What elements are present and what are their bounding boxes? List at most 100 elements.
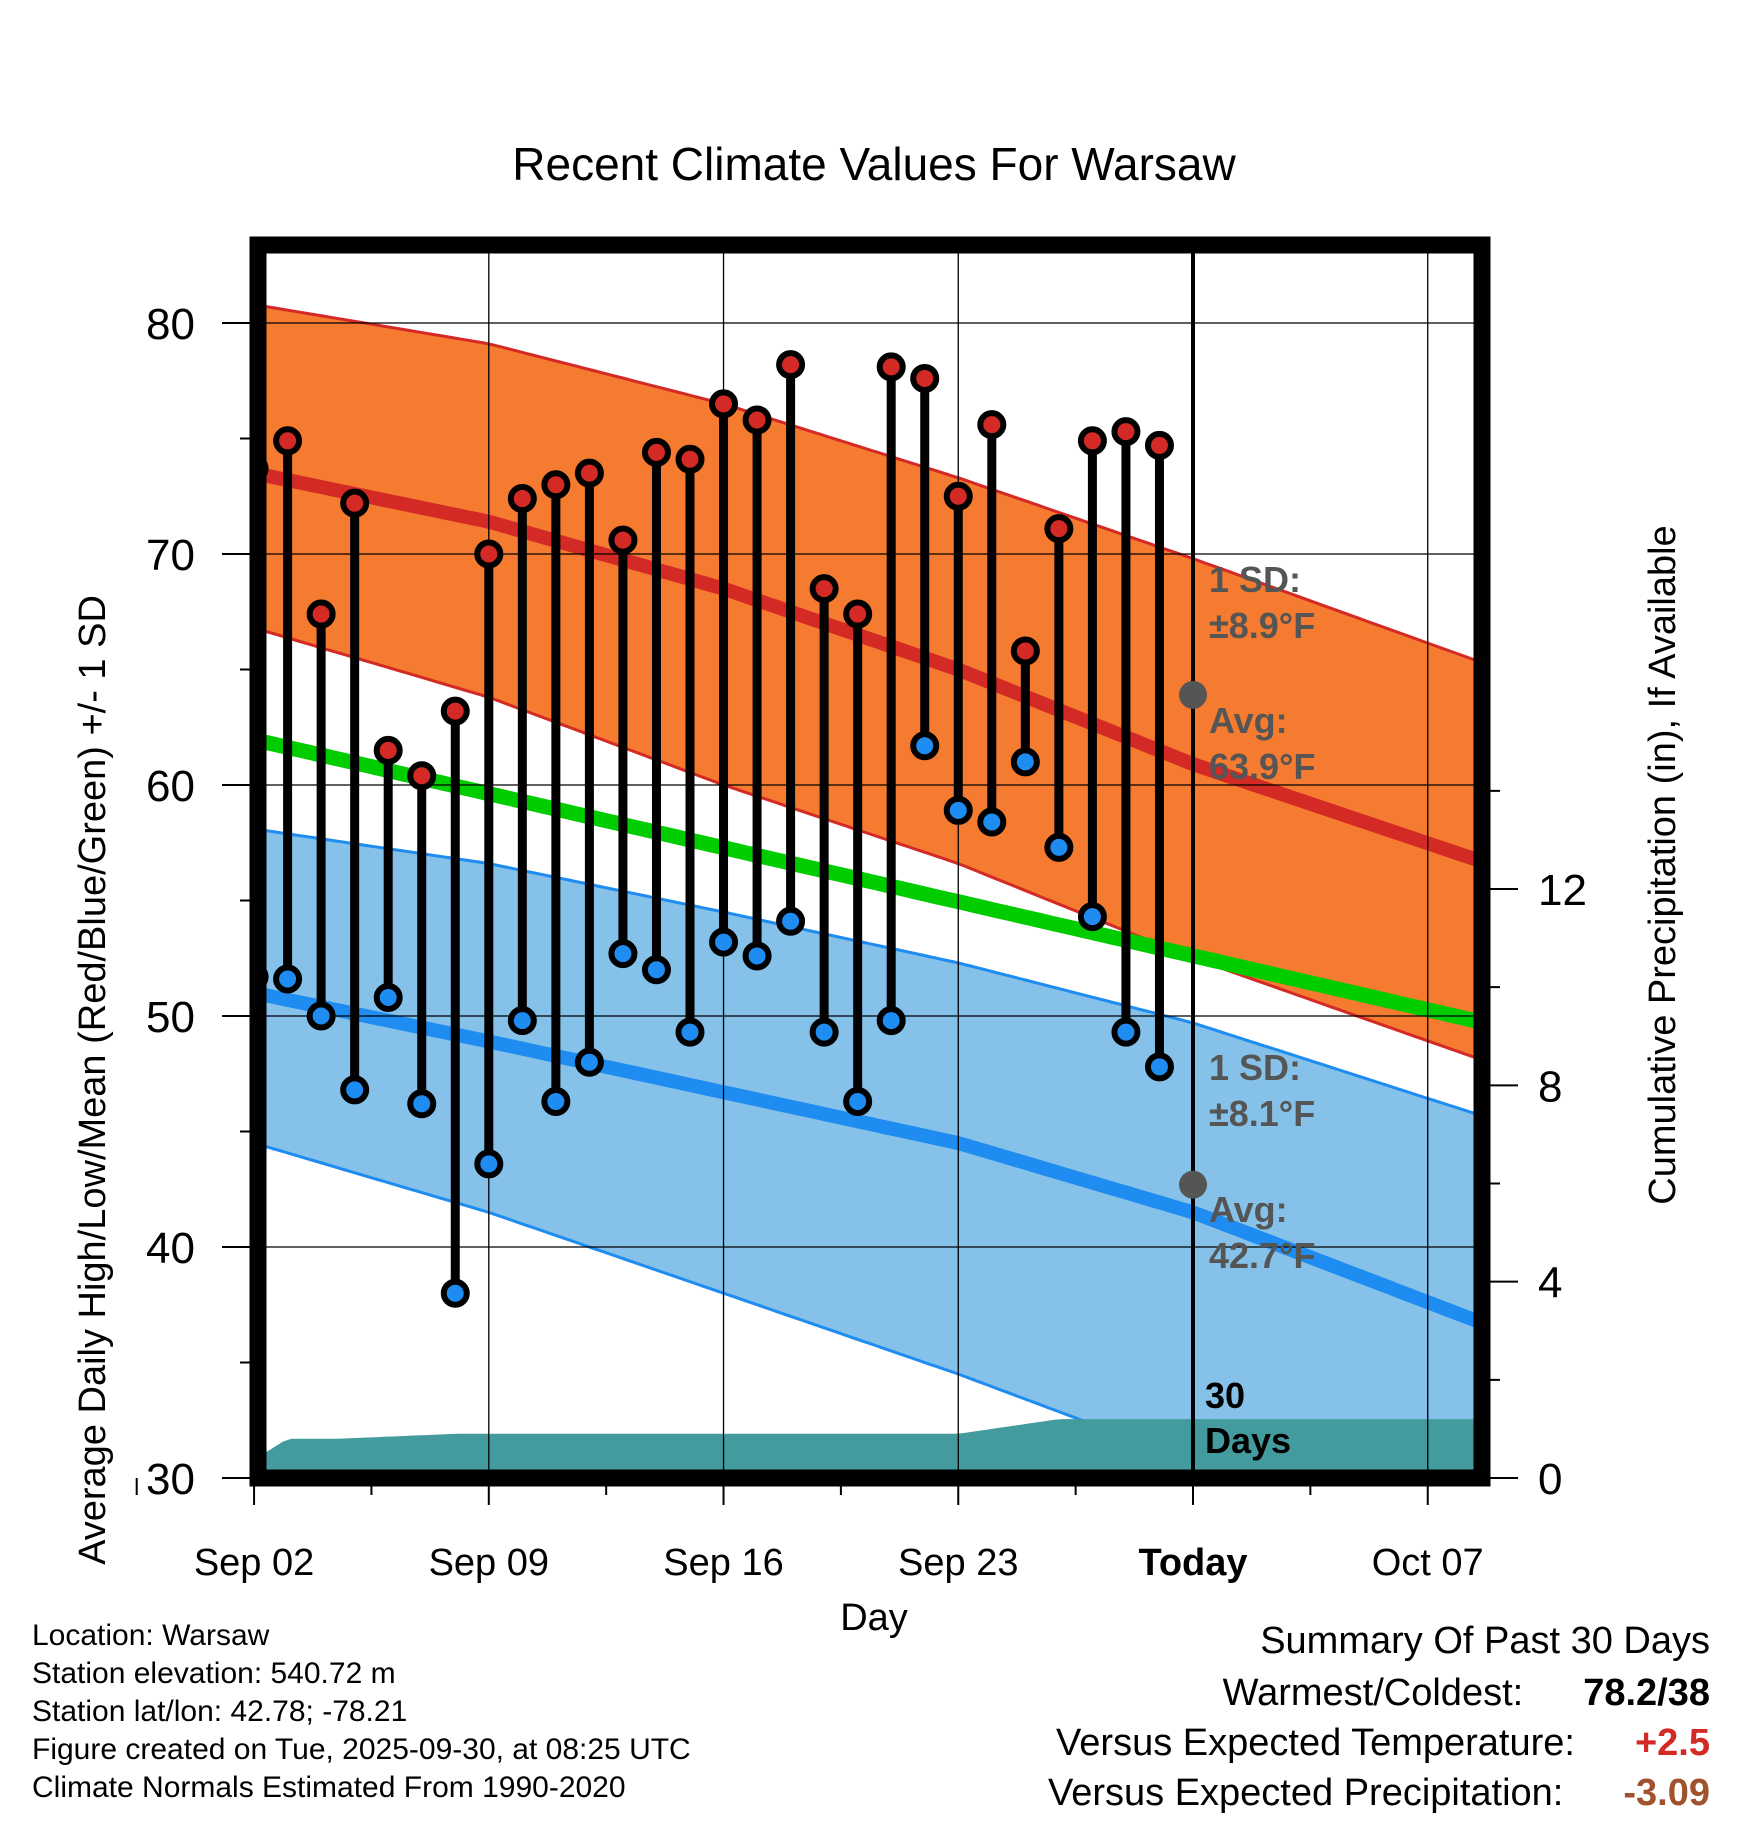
daily-high-point <box>541 470 571 500</box>
low-sd-label: 1 SD: <box>1209 1047 1301 1088</box>
plot-clipped-group: 1 SD: ±8.9°F Avg: 63.9°F 1 SD: ±8.1°F Avg: 42.7… <box>176 245 1482 1474</box>
daily-high-point <box>1111 417 1141 447</box>
daily-high-point <box>1010 636 1040 666</box>
daily-high-point <box>507 484 537 514</box>
daily-high-point <box>209 494 232 517</box>
footer-normals: Climate Normals Estimated From 1990-2020 <box>32 1771 626 1804</box>
x-tick-label: Sep 02 <box>194 1542 314 1584</box>
daily-high-point <box>1077 426 1107 456</box>
high-avg-value: 63.9°F <box>1209 746 1315 787</box>
left-tick-label: 30 <box>146 1455 195 1504</box>
summary-title: Summary Of Past 30 Days <box>1260 1620 1710 1662</box>
daily-low-point <box>1010 747 1040 777</box>
daily-high-point <box>474 539 504 569</box>
daily-high-point <box>709 389 739 419</box>
normal-low-upper-edge <box>258 828 1482 1118</box>
daily-high-point <box>675 444 705 474</box>
footer-created: Figure created on Tue, 2025-09-30, at 08… <box>32 1733 691 1766</box>
daily-high-point <box>407 761 437 791</box>
daily-low-point <box>574 1047 604 1077</box>
daily-low-point <box>675 1017 705 1047</box>
normal-high-upper-edge <box>258 303 1482 665</box>
daily-high-point <box>373 735 403 765</box>
normal-low-lower-edge <box>258 1142 1246 1474</box>
daily-low-point <box>541 1086 571 1116</box>
low-avg-label: Avg: <box>1209 1189 1288 1230</box>
low-avg-value: 42.7°F <box>1209 1235 1315 1276</box>
daily-high-point <box>776 350 806 380</box>
summary-warm-cold-label: Warmest/Coldest: <box>1222 1672 1524 1714</box>
right-tick-label: 0 <box>1538 1455 1562 1504</box>
y-axis-label-left: Average Daily High/Low/Mean (Red/Blue/Gr… <box>72 595 114 1565</box>
daily-high-point <box>608 525 638 555</box>
daily-low-point <box>340 1075 370 1105</box>
window-days-number: 30 <box>1205 1375 1245 1416</box>
summary-temp-value: +2.5 <box>1634 1722 1710 1764</box>
window-days-label: Days <box>1205 1420 1291 1461</box>
summary-precipitation: Versus Expected Precipitation: -3.09 <box>1048 1772 1710 1815</box>
daily-low-point <box>641 955 671 985</box>
daily-low-point <box>1144 1052 1174 1082</box>
daily-low-point <box>709 927 739 957</box>
daily-high-point <box>440 696 470 726</box>
daily-low-point <box>373 983 403 1013</box>
daily-low-point <box>273 964 303 994</box>
low-sd-value: ±8.1°F <box>1209 1093 1315 1134</box>
summary-precip-value: -3.09 <box>1623 1772 1710 1814</box>
plot-area: 1 SD: ±8.9°F Avg: 63.9°F 1 SD: ±8.1°F Avg: 42.7… <box>135 236 1587 1584</box>
summary-warm-cold-value: 78.2/38 <box>1583 1672 1710 1714</box>
left-tick-label: 40 <box>146 1224 195 1273</box>
daily-low-point <box>776 906 806 936</box>
x-tick-label: Today <box>1138 1542 1247 1584</box>
daily-high-point <box>943 481 973 511</box>
daily-low-point <box>209 1069 232 1092</box>
high-sd-value: ±8.9°F <box>1209 605 1315 646</box>
daily-high-point <box>306 599 336 629</box>
y-axis-label-right: Cumulative Precipitation (in), If Availa… <box>1642 525 1684 1204</box>
daily-low-point <box>1044 832 1074 862</box>
precipitation-area <box>258 1419 1482 1474</box>
daily-high-point <box>977 410 1007 440</box>
plot-frame <box>249 236 1491 1487</box>
daily-low-point <box>176 1155 199 1178</box>
daily-high-point <box>574 458 604 488</box>
daily-high-point <box>742 405 772 435</box>
summary-temp-label: Versus Expected Temperature: <box>1056 1722 1575 1764</box>
daily-high-point <box>1044 514 1074 544</box>
footer-location: Location: Warsaw <box>32 1619 270 1652</box>
left-tick-label: 60 <box>146 762 195 811</box>
daily-low-point <box>474 1149 504 1179</box>
daily-high-point <box>641 437 671 467</box>
daily-low-point <box>1111 1017 1141 1047</box>
daily-high-point <box>1144 430 1174 460</box>
normal-high-line <box>258 467 1482 869</box>
daily-low-point <box>742 941 772 971</box>
chart-title: Recent Climate Values For Warsaw <box>512 138 1236 190</box>
daily-low-point <box>608 939 638 969</box>
daily-high-point <box>340 488 370 518</box>
left-tick-label: 50 <box>146 993 195 1042</box>
normal-high-lower-edge <box>258 627 1482 1062</box>
normal-low-band <box>258 829 1482 1474</box>
daily-high-point <box>843 599 873 629</box>
x-tick-label: Sep 16 <box>663 1542 783 1584</box>
normal-low-line <box>258 986 1482 1330</box>
footer-latlon: Station lat/lon: 42.78; -78.21 <box>32 1695 408 1728</box>
left-tick-label: 80 <box>146 300 195 349</box>
daily-low-point <box>977 807 1007 837</box>
left-tick-label: 70 <box>146 531 195 580</box>
normal-mean-line <box>258 733 1482 1030</box>
footer-elevation: Station elevation: 540.72 m <box>32 1657 396 1690</box>
daily-low-point <box>910 731 940 761</box>
right-tick-label: 4 <box>1538 1259 1562 1308</box>
daily-low-point <box>507 1006 537 1036</box>
high-avg-label: Avg: <box>1209 700 1288 741</box>
daily-high-point <box>273 426 303 456</box>
daily-low-point <box>306 1001 336 1031</box>
x-tick-label: Sep 09 <box>429 1542 549 1584</box>
daily-low-point <box>843 1086 873 1116</box>
daily-low-point <box>440 1278 470 1308</box>
today-low-avg-marker <box>1179 1170 1207 1199</box>
right-tick-label: 12 <box>1538 866 1587 915</box>
